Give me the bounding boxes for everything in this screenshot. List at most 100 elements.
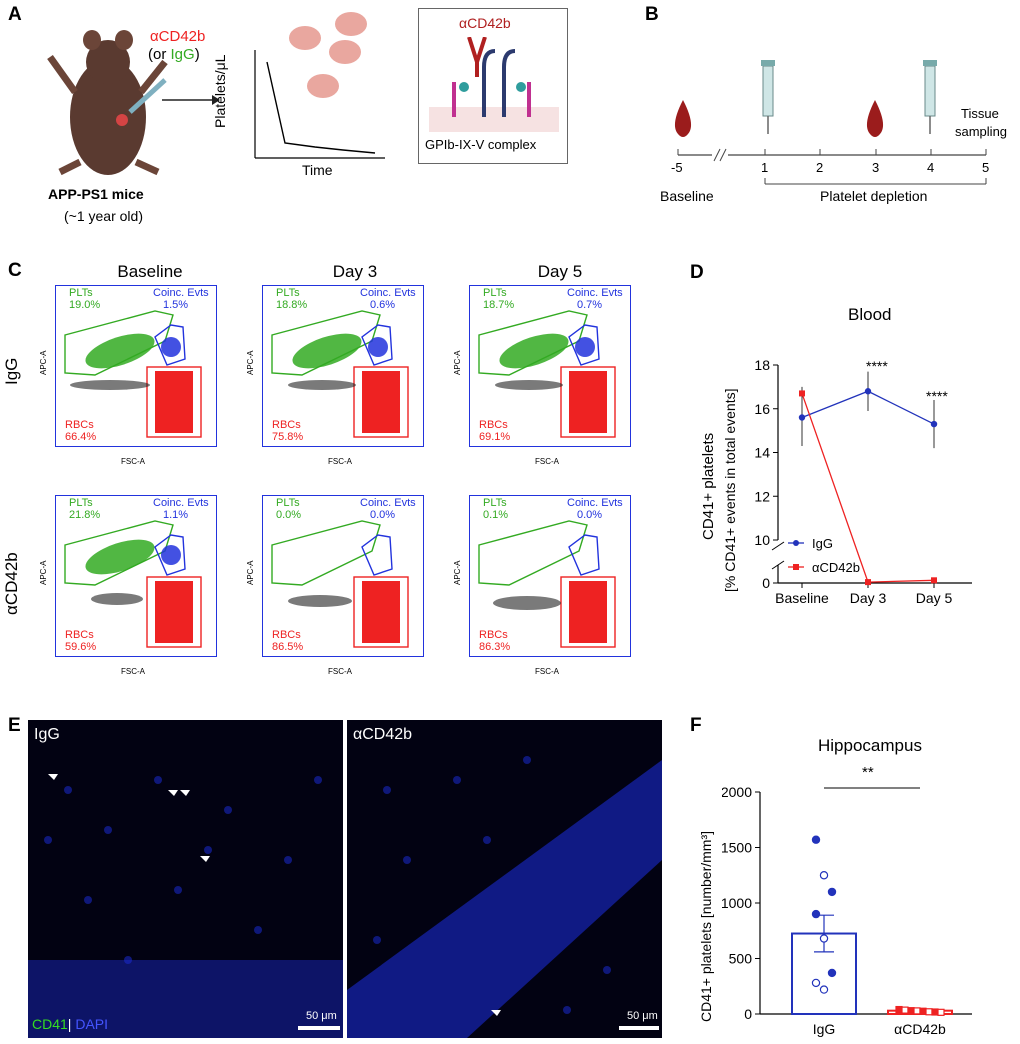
y-axis-label-2: [% CD41+ events in total events] (722, 388, 738, 593)
flow-plot: PLTs 18.8% Coinc. Evts 0.6% RBCs 75.8% A… (246, 285, 424, 466)
data-point (819, 985, 829, 994)
tick-label: 3 (872, 160, 880, 175)
panel-letter-c: C (8, 260, 22, 281)
flow-gates (271, 310, 409, 438)
scale-bar-right (619, 1026, 659, 1030)
x-axis-label: FSC-A (328, 667, 352, 676)
antibody-label: αCD42b (150, 28, 206, 45)
tick-label: -5 (671, 160, 683, 175)
tick-label: 1 (761, 160, 769, 175)
data-point (919, 1007, 927, 1015)
y-tick-label: 2000 (722, 784, 752, 800)
coinc-gate-label: Coinc. Evts (567, 497, 623, 509)
rbcs-gate-label: RBCs (272, 629, 301, 641)
blood-line-chart: 0 10 12 14 16 18 Baseline Day 3 Day 5 IgG αCD42b (754, 357, 972, 606)
plts-percent: 18.7% (483, 299, 515, 311)
row-label-igg: IgG (2, 357, 21, 385)
tissue-label-2: sampling (955, 124, 1008, 139)
mouse-illustration (47, 30, 168, 176)
micrograph-acd42b: αCD42b 50 μm (347, 720, 662, 1038)
y-tick-label: 1500 (722, 840, 752, 856)
coinc-percent: 0.0% (577, 509, 603, 521)
panel-letter-f: F (690, 715, 702, 736)
y-tick-label: 16 (754, 401, 770, 417)
depletion-bracket (764, 178, 987, 185)
coinc-percent: 0.6% (370, 299, 396, 311)
x-axis-label: FSC-A (121, 457, 145, 466)
data-point (811, 909, 821, 919)
scale-bar-left (298, 1026, 340, 1030)
rbcs-percent: 59.6% (65, 641, 97, 653)
plts-gate-label: PLTs (69, 287, 93, 299)
data-point (901, 1006, 909, 1014)
data-point (931, 1008, 939, 1016)
time-axis-label: Time (302, 162, 333, 178)
tick-label: 4 (927, 160, 935, 175)
column-title-day3: Day 3 (332, 262, 378, 281)
data-point (865, 579, 871, 586)
y-axis-label: APC-A (453, 560, 462, 585)
rbcs-percent: 86.3% (479, 641, 511, 653)
panel-letter-e: E (8, 715, 21, 736)
axis-break-mark (771, 560, 785, 570)
blood-drop-icon (674, 100, 692, 137)
y-tick-label: 0 (762, 575, 770, 591)
plts-gate-label: PLTs (69, 497, 93, 509)
plts-gate-label: PLTs (276, 287, 300, 299)
flow-gates (64, 520, 202, 648)
rbcs-percent: 86.5% (272, 641, 304, 653)
inset-complex-label: GPIb-IX-V complex (425, 137, 537, 152)
tissue-label-1: Tissue (961, 106, 999, 121)
y-tick-label: 10 (754, 532, 770, 548)
plts-percent: 0.0% (276, 509, 302, 521)
data-point (925, 1008, 933, 1016)
panel-letter-b: B (645, 4, 659, 25)
x-axis-label: FSC-A (535, 667, 559, 676)
flow-plot: PLTs 18.7% Coinc. Evts 0.7% RBCs 69.1% A… (453, 285, 631, 466)
coinc-gate-label: Coinc. Evts (153, 287, 209, 299)
significance-day5: **** (926, 388, 948, 404)
y-tick-label: 0 (744, 1006, 752, 1022)
data-point (864, 388, 872, 395)
flow-gates (64, 310, 202, 438)
tick-label: 2 (816, 160, 824, 175)
coinc-percent: 0.0% (370, 509, 396, 521)
data-point (798, 414, 806, 421)
y-axis-label-1: CD41+ platelets (700, 432, 717, 540)
inset-antibody-label: αCD42b (459, 15, 511, 31)
significance-day3: **** (866, 358, 888, 374)
plts-gate-label: PLTs (483, 287, 507, 299)
plts-percent: 19.0% (69, 299, 101, 311)
hippocampus-bar-chart: 0 500 1000 1500 2000 IgG αCD42b (722, 784, 972, 1037)
series-line (801, 393, 935, 583)
plts-percent: 18.8% (276, 299, 308, 311)
flow-plot: PLTs 19.0% Coinc. Evts 1.5% RBCs 66.4% A… (39, 285, 217, 466)
data-point (907, 1007, 915, 1015)
platelet-time-plot (254, 12, 385, 159)
rbcs-gate-label: RBCs (65, 629, 94, 641)
flow-gates (478, 520, 616, 648)
plts-gate-label: PLTs (276, 497, 300, 509)
acd42b-label: αCD42b (353, 726, 413, 743)
data-point (819, 871, 829, 880)
or-igg-label: (or IgG) (148, 46, 200, 63)
rbcs-percent: 69.1% (479, 431, 511, 443)
row-label-acd42b: αCD42b (2, 552, 21, 615)
plts-percent: 21.8% (69, 509, 101, 521)
y-axis-label: APC-A (453, 350, 462, 375)
significance-label: ** (862, 764, 874, 781)
data-point (811, 978, 821, 988)
flow-plot: PLTs 0.0% Coinc. Evts 0.0% RBCs 86.5% AP… (246, 495, 424, 676)
legend-label: IgG (812, 536, 833, 551)
flow-gates (271, 520, 409, 648)
platelets-axis-label: Platelets/μL (212, 54, 228, 128)
data-point (937, 1008, 945, 1016)
gpib-inset: αCD42b GPIb-IX-V complex (418, 8, 568, 164)
tick-label: 5 (982, 160, 990, 175)
igg-label: IgG (34, 726, 60, 743)
y-axis-label: APC-A (246, 350, 255, 375)
y-tick-label: 18 (754, 357, 770, 373)
x-tick-label: αCD42b (894, 1021, 946, 1037)
panel-letter-a: A (8, 4, 22, 25)
x-axis-label: FSC-A (328, 457, 352, 466)
